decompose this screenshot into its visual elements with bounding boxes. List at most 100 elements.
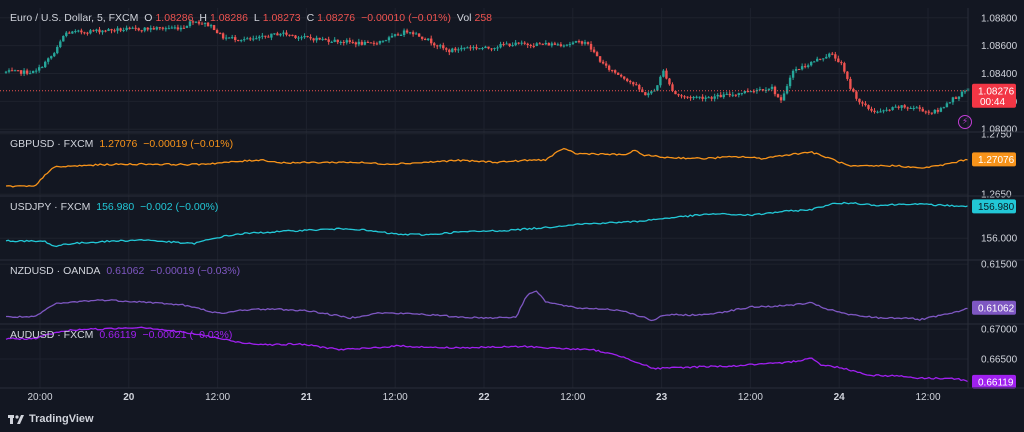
candle-body: [25, 70, 29, 74]
candle-body: [460, 47, 463, 50]
candle-body: [264, 35, 267, 37]
candle-body: [514, 42, 517, 46]
candle-body: [616, 72, 620, 75]
candle-body: [270, 33, 273, 38]
candle-body: [62, 35, 65, 42]
candle-body: [752, 91, 756, 93]
candle-body: [635, 84, 638, 86]
candle-body: [252, 38, 255, 40]
candle-body: [819, 58, 822, 60]
candle-body: [813, 61, 816, 63]
ohlc-close: C 1.08276: [306, 12, 356, 24]
candle-body: [351, 41, 355, 43]
candle-body: [903, 105, 906, 108]
candle-body: [179, 27, 183, 30]
candle-body: [816, 58, 819, 62]
y-tick-label: 1.08800: [981, 13, 1018, 24]
candle-body: [788, 77, 792, 87]
candle-body: [846, 71, 849, 79]
candle-body: [176, 27, 180, 30]
brand-name: TradingView: [29, 413, 94, 425]
candle-body: [255, 38, 258, 40]
candle-body: [722, 94, 725, 98]
candle-body: [206, 22, 210, 27]
candle-body: [215, 30, 219, 34]
lightning-alert-icon[interactable]: ⚡: [958, 115, 972, 129]
candle-body: [155, 27, 158, 30]
ohlc-high: H 1.08286: [199, 12, 248, 24]
candle-body: [800, 66, 804, 70]
candle-body: [80, 30, 83, 33]
candle-body: [828, 53, 831, 57]
candle-body: [520, 42, 523, 44]
candle-body: [417, 33, 421, 37]
candle-body: [595, 52, 599, 57]
candle-body: [671, 84, 674, 92]
candle-body: [505, 43, 508, 45]
candle-body: [559, 44, 563, 47]
audusd-last-price-text: 0.66119: [978, 377, 1014, 388]
candle-body: [360, 41, 364, 45]
candle-body: [448, 49, 451, 53]
candle-body: [791, 70, 795, 78]
candle-body: [870, 108, 873, 111]
candle-body: [86, 32, 89, 34]
candle-body: [454, 48, 457, 51]
candle-body: [457, 49, 460, 51]
candle-body: [511, 45, 514, 47]
candle-body: [601, 61, 605, 64]
candle-body: [463, 47, 466, 49]
candle-body: [665, 70, 668, 79]
candle-body: [933, 109, 937, 114]
audusd-legend: AUDUSD · FXCM 0.66119 −0.00021 (−0.03%): [10, 329, 235, 342]
main-symbol-title: Euro / U.S. Dollar, 5, FXCM: [10, 12, 139, 24]
candle-body: [342, 42, 345, 44]
candle-body: [945, 103, 949, 108]
candle-body: [267, 36, 270, 38]
candle-body: [158, 27, 161, 29]
candle-body: [885, 109, 888, 111]
usdjpy-value: 156.980: [96, 201, 135, 213]
candle-body: [529, 45, 532, 47]
candle-body: [237, 40, 240, 42]
candle-body: [574, 41, 578, 43]
candle-body: [650, 91, 653, 94]
candle-body: [918, 107, 921, 109]
candle-body: [297, 37, 300, 39]
candle-body: [170, 27, 174, 29]
candle-body: [797, 69, 801, 71]
nzdusd-series-line: [6, 290, 968, 322]
candle-body: [10, 70, 14, 72]
candle-body: [644, 92, 647, 96]
candle-body: [604, 63, 608, 66]
candle-body: [478, 48, 481, 50]
candle-body: [387, 37, 391, 41]
candle-body: [493, 48, 496, 50]
tradingview-brand[interactable]: TradingView: [8, 412, 94, 426]
candle-body: [517, 42, 520, 44]
candle-body: [306, 36, 309, 38]
candle-body: [65, 32, 68, 36]
candle-body: [330, 41, 333, 43]
candle-body: [224, 37, 228, 39]
candle-body: [122, 29, 125, 31]
candle-body: [740, 93, 744, 95]
nzdusd-symbol: NZDUSD · OANDA: [10, 265, 101, 277]
nzdusd-change: −0.00019 (−0.03%): [150, 265, 241, 277]
candle-body: [568, 44, 572, 46]
candle-body: [538, 43, 541, 45]
candle-body: [390, 35, 394, 38]
candle-body: [508, 43, 511, 46]
candle-body: [834, 54, 837, 59]
candle-body: [16, 70, 20, 72]
candle-body: [74, 31, 77, 33]
candle-body: [345, 40, 348, 43]
candle-body: [143, 27, 146, 31]
candle-body: [586, 42, 590, 44]
y-tick-label: 0.67000: [981, 325, 1018, 336]
audusd-last-price-label: [972, 374, 1016, 389]
candle-body: [725, 93, 728, 95]
candle-body: [776, 94, 780, 98]
candle-body: [716, 94, 719, 97]
